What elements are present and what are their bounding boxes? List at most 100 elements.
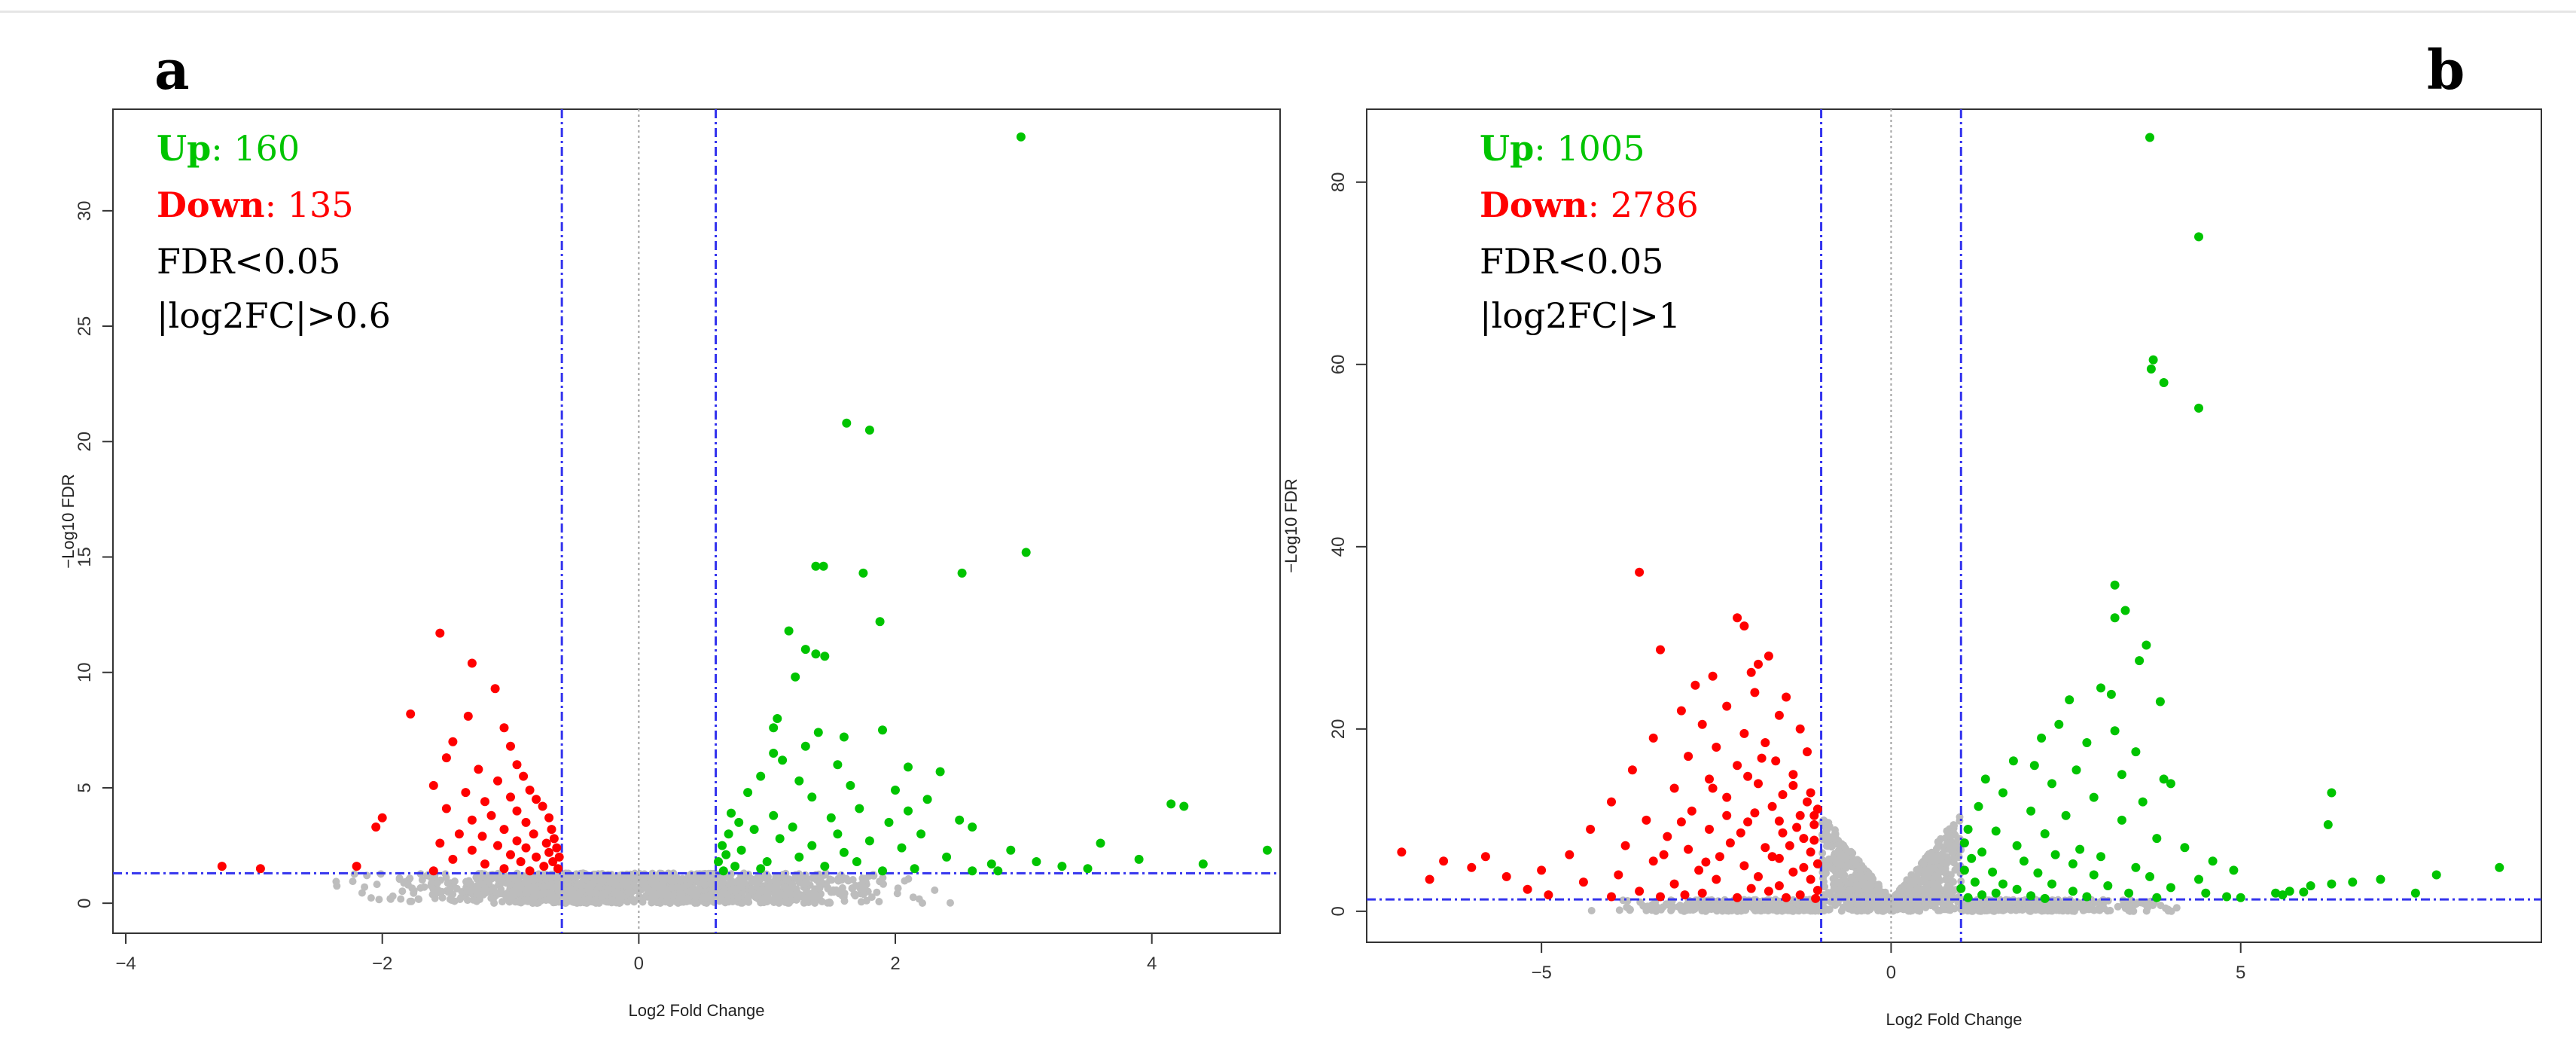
- chart-a-ns-point: [692, 874, 700, 883]
- chart-b-ns-point: [2164, 907, 2172, 915]
- chart-b-ns-point: [1951, 831, 1959, 839]
- chart-b-ns-point: [1824, 842, 1832, 850]
- chart-a-down-point: [441, 753, 451, 763]
- chart-a-ns-point: [753, 880, 761, 888]
- chart-b-ns-point: [1761, 906, 1769, 914]
- chart-a-ns-point: [523, 879, 532, 887]
- chart-a-y-tick-label: 25: [75, 316, 95, 337]
- chart-b-ns-point: [2018, 906, 2026, 914]
- chart-b-up-point: [1959, 838, 1969, 848]
- chart-b-ns-point: [1587, 907, 1596, 914]
- chart-a-ns-point: [718, 878, 727, 887]
- chart-b-down-point: [1761, 738, 1770, 747]
- chart-b-down-point: [1586, 825, 1596, 834]
- chart-a-down-point: [539, 862, 549, 871]
- chart-a-up-point: [922, 795, 932, 804]
- chart-a-up-point: [784, 626, 794, 636]
- chart-b-up-point: [2089, 792, 2099, 802]
- chart-a-up-point: [864, 836, 874, 846]
- chart-b-down-point: [1578, 877, 1588, 887]
- chart-b-ns-point: [1840, 891, 1849, 899]
- chart-b-ns-point: [1833, 871, 1841, 879]
- chart-b-up-point: [2131, 747, 2141, 757]
- chart-b-up-point: [2096, 852, 2105, 862]
- chart-b-up-point: [2236, 893, 2245, 902]
- chart-a-up-point: [864, 426, 874, 435]
- chart-b-down-point: [1812, 859, 1822, 868]
- chart-a-ns-point: [875, 898, 883, 905]
- chart-b-ns-point: [1877, 890, 1886, 898]
- chart-b-up-point: [2152, 893, 2162, 902]
- chart-a-ns-point: [498, 898, 506, 906]
- chart-b-up-point: [2299, 887, 2309, 897]
- chart-b-up-point: [2065, 695, 2075, 705]
- chart-b-down-point: [1480, 852, 1490, 862]
- chart-b-down-point: [1774, 816, 1784, 826]
- chart-a-down-point: [480, 797, 489, 807]
- chart-b-up-point: [2054, 719, 2064, 729]
- chart-b-down-point: [1620, 841, 1630, 850]
- chart-b-ns-point: [1831, 835, 1839, 843]
- chart-a-up-point: [791, 672, 800, 682]
- chart-a-down-point: [467, 815, 477, 825]
- chart-a-ns-point: [608, 896, 616, 905]
- chart-a-ns-point: [450, 877, 459, 885]
- chart-a-up-point: [968, 866, 977, 876]
- chart-a-ns-point: [669, 896, 677, 905]
- chart-b-down-point: [1715, 852, 1724, 862]
- chart-b-up-point: [2120, 606, 2130, 615]
- chart-a-ns-point: [785, 889, 793, 897]
- chart-b-up-point: [2096, 683, 2105, 693]
- chart-a-up-point: [1083, 864, 1093, 874]
- chart-a-up-point: [858, 568, 868, 578]
- chart-a-up-point: [727, 808, 736, 818]
- chart-a-ns-point: [947, 899, 954, 907]
- chart-b-ns-point: [1915, 865, 1923, 873]
- chart-b-down-point: [1663, 832, 1672, 841]
- chart-a-down-count: : 135: [265, 185, 354, 225]
- chart-b-ns-point: [1854, 907, 1862, 915]
- chart-b-down-point: [1754, 659, 1763, 669]
- panel-letter-b: b: [2427, 38, 2465, 102]
- chart-b-down-point: [1788, 770, 1798, 780]
- chart-a-y-axis-title: −Log10 FDR: [59, 474, 78, 568]
- chart-b-ns-point: [1896, 892, 1904, 899]
- chart-b-down-point: [1743, 771, 1753, 781]
- chart-a-plot-frame: [112, 108, 1281, 934]
- chart-b-ns-point: [1925, 888, 1933, 896]
- chart-b-y-tick-label: 20: [1328, 719, 1349, 739]
- chart-b-down-point: [1523, 884, 1532, 894]
- chart-b-up-point: [2431, 870, 2441, 880]
- chart-b-down-point: [1712, 874, 1721, 884]
- chart-a-up-point: [1057, 862, 1067, 871]
- chart-b-up-point: [2146, 364, 2156, 374]
- chart-a-up-point: [749, 825, 759, 835]
- chart-b-down-point: [1812, 886, 1822, 895]
- chart-b-up-point: [2142, 640, 2151, 650]
- chart-a-ns-point: [622, 881, 630, 890]
- panel-letter-a: a: [154, 38, 190, 102]
- chart-a-ns-point: [915, 895, 923, 903]
- chart-b-y-tick-label: 0: [1328, 906, 1349, 916]
- chart-b-ns-point: [1843, 853, 1851, 862]
- chart-b-up-point: [1991, 888, 2001, 898]
- chart-a-ns-point: [395, 875, 404, 884]
- chart-b-down-point: [1806, 874, 1815, 884]
- chart-b-ns-point: [1919, 877, 1927, 885]
- chart-a-up-point: [800, 741, 810, 751]
- chart-a-up-point: [718, 841, 727, 850]
- chart-b-ns-point: [1862, 874, 1870, 882]
- chart-a-up-point: [957, 568, 967, 578]
- chart-b-down-point: [1771, 756, 1781, 766]
- chart-a-ns-point: [553, 873, 561, 881]
- chart-b-down-point: [1537, 865, 1547, 875]
- chart-a-ns-point: [873, 888, 881, 896]
- chart-b-ns-point: [1798, 902, 1806, 910]
- chart-a-ns-point: [825, 898, 834, 906]
- chart-b-ns-point: [1941, 875, 1950, 884]
- chart-b-ns-point: [1836, 851, 1844, 859]
- chart-a-ns-point: [777, 890, 785, 898]
- chart-b-up-point: [2327, 788, 2337, 798]
- chart-b-ns-point: [1848, 875, 1855, 883]
- chart-b-down-point: [1642, 815, 1651, 825]
